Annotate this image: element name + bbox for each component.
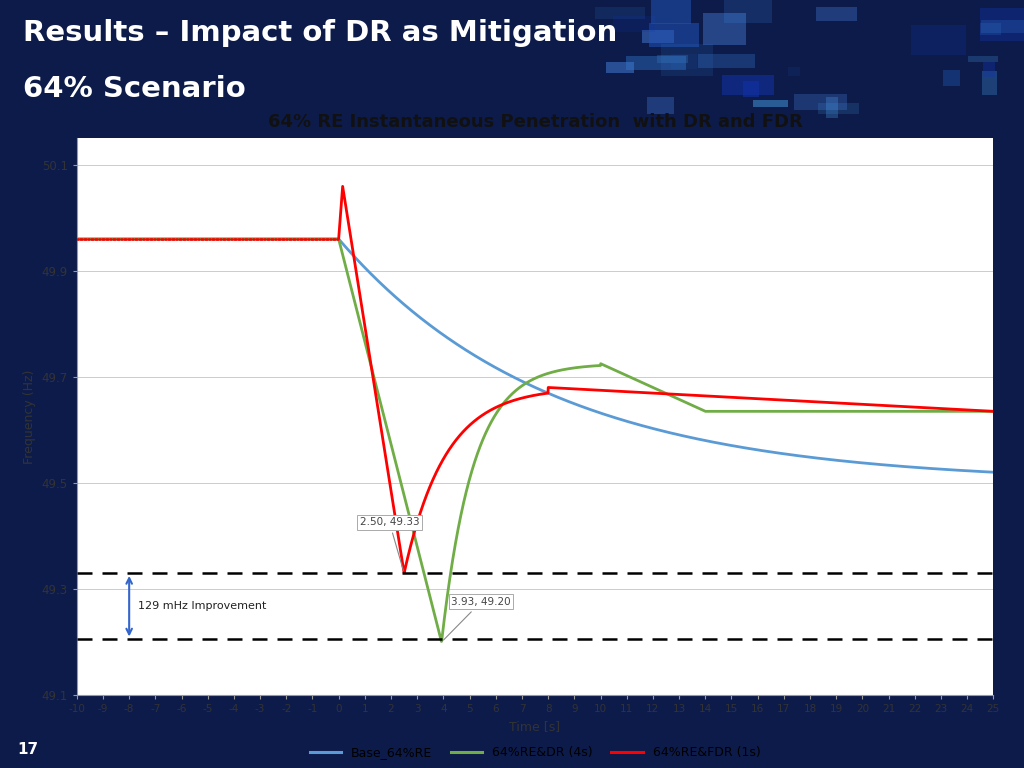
Bar (983, 61, 995, 78)
Text: Results – Impact of DR as Mitigation: Results – Impact of DR as Mitigation (23, 19, 616, 48)
Bar (703, 13, 745, 45)
Bar (753, 100, 788, 107)
Base_64%RE (736, 443, 749, 452)
Bar (657, 55, 688, 62)
Base_64%RE (456, 343, 468, 352)
Bar (642, 31, 674, 42)
Text: 3.93, 49.20: 3.93, 49.20 (443, 597, 511, 640)
Bar (815, 7, 857, 22)
Bar (650, 0, 691, 24)
Bar (742, 81, 759, 97)
64%RE&DR (4s) (959, 407, 972, 416)
Bar (662, 45, 714, 76)
Bar (981, 20, 1024, 33)
Bar (969, 55, 998, 62)
Y-axis label: Frequency (Hz): Frequency (Hz) (23, 369, 36, 464)
64%RE&DR (4s) (506, 389, 518, 398)
Base_64%RE (71, 234, 83, 243)
Bar (698, 55, 755, 68)
Base_64%RE (987, 468, 999, 477)
64%RE&DR (4s) (987, 407, 999, 416)
Bar (818, 104, 859, 114)
64%RE&DR (4s) (435, 637, 447, 646)
Text: 2.50, 49.33: 2.50, 49.33 (359, 518, 419, 571)
64%RE&DR (4s) (913, 407, 926, 416)
X-axis label: Time [s]: Time [s] (510, 720, 560, 733)
Line: 64%RE&DR (4s): 64%RE&DR (4s) (77, 239, 993, 641)
Bar (724, 0, 772, 23)
Text: 64% Scenario: 64% Scenario (23, 75, 246, 103)
Legend: Base_64%RE, 64%RE&DR (4s), 64%RE&FDR (1s): Base_64%RE, 64%RE&DR (4s), 64%RE&FDR (1s… (304, 741, 766, 764)
Bar (672, 55, 697, 68)
Bar (613, 16, 655, 31)
Base_64%RE (506, 372, 518, 381)
Base_64%RE (958, 466, 971, 475)
64%RE&DR (4s) (736, 407, 749, 416)
Text: 129 mHz Improvement: 129 mHz Improvement (138, 601, 266, 611)
Bar (982, 71, 997, 95)
Bar (826, 97, 838, 118)
Bar (794, 94, 847, 110)
64%RE&DR (4s) (71, 234, 83, 243)
64%RE&DR (4s) (463, 475, 475, 485)
Bar (595, 8, 645, 19)
Line: Base_64%RE: Base_64%RE (77, 239, 993, 472)
Bar (788, 67, 800, 76)
Text: 17: 17 (17, 742, 39, 757)
Base_64%RE (463, 347, 475, 356)
Bar (980, 24, 1001, 35)
Bar (626, 56, 686, 70)
Bar (606, 62, 634, 72)
Bar (722, 74, 773, 94)
64%RE&DR (4s) (456, 505, 468, 515)
Bar (943, 70, 959, 86)
Base_64%RE (913, 463, 926, 472)
Bar (647, 97, 675, 114)
Bar (910, 25, 966, 55)
Title: 64% RE Instantaneous Penetration  with DR and FDR: 64% RE Instantaneous Penetration with DR… (267, 113, 803, 131)
Bar (980, 8, 1024, 41)
Bar (649, 23, 699, 47)
